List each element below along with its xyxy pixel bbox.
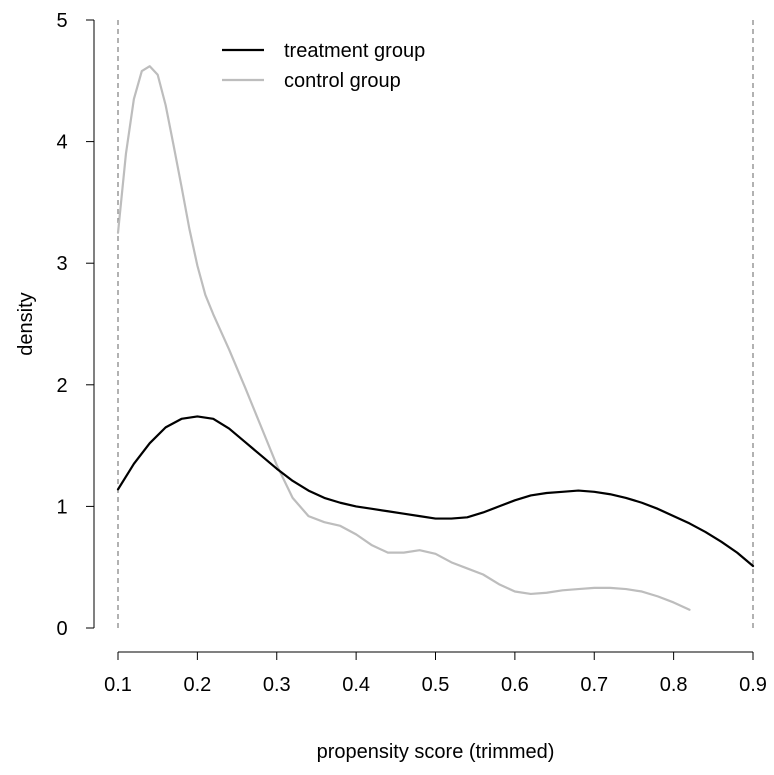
x-tick-label: 0.2 [183, 674, 211, 696]
reference-lines [117, 20, 754, 628]
y-tick-label: 1 [56, 496, 67, 518]
y-axis-label: density [15, 292, 37, 355]
x-tick-label: 0.9 [739, 674, 767, 696]
x-tick-label: 0.1 [104, 674, 132, 696]
x-ticks: 0.1 0.2 0.3 0.4 0.5 0.6 0.7 0.8 0.9 [104, 652, 767, 696]
x-tick-label: 0.4 [342, 674, 370, 696]
series-line-control [116, 65, 691, 611]
x-axis-label: propensity score (trimmed) [317, 741, 555, 763]
x-tick-label: 0.5 [422, 674, 450, 696]
axes [93, 20, 753, 653]
y-tick-label: 5 [56, 10, 67, 32]
legend-label-control: control group [284, 70, 401, 92]
y-tick-label: 2 [56, 375, 67, 397]
legend-label-treatment: treatment group [284, 40, 425, 62]
x-tick-label: 0.3 [263, 674, 291, 696]
x-tick-label: 0.7 [580, 674, 608, 696]
series-lines [116, 65, 755, 611]
x-tick-label: 0.6 [501, 674, 529, 696]
y-tick-label: 4 [56, 132, 67, 154]
y-tick-label: 0 [56, 618, 67, 640]
x-tick-label: 0.8 [660, 674, 688, 696]
series-line-treatment [116, 415, 755, 568]
y-tick-label: 3 [56, 253, 67, 275]
y-ticks: 0 1 2 3 4 5 [56, 10, 94, 640]
legend: treatment group control group [222, 40, 425, 92]
